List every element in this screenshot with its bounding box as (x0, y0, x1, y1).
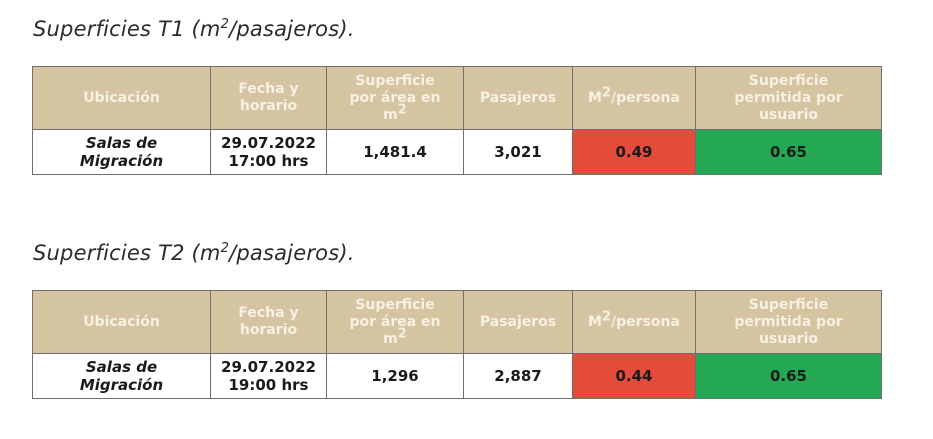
cell-fecha-horario: 29.07.2022 17:00 hrs (210, 129, 327, 175)
header-superficie-permitida: Superficie permitida por usuario (695, 66, 882, 130)
table-header-row: Ubicación Fecha y horario Superficie por á… (32, 290, 882, 354)
header-fecha-horario: Fecha y horario (210, 66, 327, 130)
table-header-row: Ubicación Fecha y horario Superficie por á… (32, 66, 882, 130)
superficies-table-t2: Ubicación Fecha y horario Superficie por á… (32, 290, 882, 399)
cell-superficie-permitida: 0.65 (695, 129, 882, 175)
header-fecha-horario: Fecha y horario (210, 290, 327, 354)
section-title-t2: Superficies T2 (m2/pasajeros). (33, 241, 355, 265)
header-ubicacion: Ubicación (32, 290, 211, 354)
cell-superficie: 1,296 (326, 353, 464, 399)
header-pasajeros: Pasajeros (463, 66, 573, 130)
cell-superficie: 1,481.4 (326, 129, 464, 175)
cell-pasajeros: 3,021 (463, 129, 573, 175)
section-title-t1: Superficies T1 (m2/pasajeros). (33, 17, 355, 41)
cell-pasajeros: 2,887 (463, 353, 573, 399)
cell-ubicacion: Salas de Migración (32, 353, 211, 399)
cell-superficie-permitida: 0.65 (695, 353, 882, 399)
header-m2-persona: M2/persona (572, 290, 696, 354)
table-row: Salas de Migración 29.07.2022 17:00 hrs 1,… (32, 129, 882, 175)
cell-m2-persona: 0.44 (572, 353, 696, 399)
header-superficie-area: Superficie por área en m2 (326, 290, 464, 354)
cell-m2-persona: 0.49 (572, 129, 696, 175)
header-superficie-area: Superficie por área en m2 (326, 66, 464, 130)
header-superficie-permitida: Superficie permitida por usuario (695, 290, 882, 354)
cell-fecha-horario: 29.07.2022 19:00 hrs (210, 353, 327, 399)
table-row: Salas de Migración 29.07.2022 19:00 hrs 1,… (32, 353, 882, 399)
cell-ubicacion: Salas de Migración (32, 129, 211, 175)
header-ubicacion: Ubicación (32, 66, 211, 130)
superficies-table-t1: Ubicación Fecha y horario Superficie por á… (32, 66, 882, 175)
header-pasajeros: Pasajeros (463, 290, 573, 354)
header-m2-persona: M2/persona (572, 66, 696, 130)
